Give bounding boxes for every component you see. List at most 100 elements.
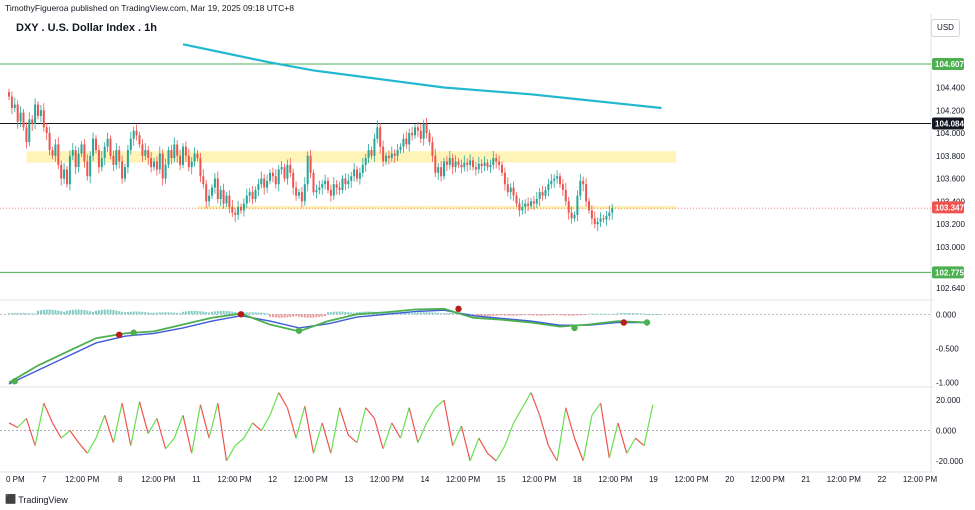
macd-histogram-bar — [213, 311, 216, 315]
macd-histogram-bar — [68, 310, 71, 315]
candle-body — [472, 160, 474, 168]
candle-body — [588, 201, 590, 211]
candle-body — [416, 127, 419, 131]
time-tick-label: 21 — [801, 475, 810, 484]
macd-histogram-bar — [86, 310, 89, 315]
macd-histogram-bar — [135, 311, 138, 315]
macd-histogram-bar — [231, 311, 234, 315]
oscillator-segment — [208, 403, 219, 439]
macd-histogram-bar — [89, 311, 92, 315]
macd-histogram-bar — [234, 312, 237, 315]
candle-body — [126, 150, 129, 168]
price-axis[interactable]: 104.400104.200104.000103.800103.600103.4… — [932, 57, 965, 466]
oscillator-segment — [252, 422, 262, 431]
time-tick-label: 12 — [268, 475, 277, 484]
candle-body — [83, 144, 86, 162]
macd-histogram-bar — [179, 313, 182, 315]
candle-body — [405, 138, 408, 145]
macd-histogram-bar — [596, 313, 599, 315]
macd-histogram-bar — [608, 313, 611, 315]
candle-body — [129, 138, 132, 151]
macd-histogram-bar — [544, 314, 547, 316]
macd-histogram-bar — [422, 312, 425, 315]
candle-body — [353, 169, 356, 177]
oscillator-segment — [138, 401, 149, 434]
oscillator-segment — [530, 392, 541, 416]
support-zone — [26, 151, 676, 163]
macd-histogram-bar — [585, 314, 588, 316]
price-tick-label: 104.400 — [936, 84, 965, 93]
macd-histogram-bar — [648, 314, 651, 316]
macd-histogram-bar — [63, 311, 66, 315]
candle-body — [611, 208, 614, 213]
macd-histogram-bar — [263, 312, 266, 315]
macd-histogram-bar — [614, 313, 617, 315]
time-tick-label: 12:00 PM — [598, 475, 633, 484]
candle-body — [524, 203, 527, 207]
candle-body — [341, 178, 344, 190]
currency-button[interactable]: USD — [931, 19, 960, 37]
candle-body — [271, 172, 274, 177]
macd-signal-line — [8, 309, 647, 385]
macd-histogram-bar — [385, 312, 387, 315]
candle-body — [213, 178, 216, 188]
macd-histogram-bar — [570, 314, 573, 316]
macd-histogram-bar — [208, 312, 211, 315]
macd-histogram-bar — [77, 309, 80, 315]
candle-body — [567, 201, 570, 213]
time-tick-label: 7 — [42, 475, 47, 484]
oscillator-segment — [112, 403, 123, 443]
candle-body — [596, 221, 599, 225]
candle-body — [590, 210, 593, 219]
oscillator-segment — [278, 392, 288, 409]
support-zones — [26, 151, 676, 210]
candle-body — [68, 155, 71, 185]
candle-body — [39, 110, 42, 116]
macd-histogram-bar — [617, 313, 619, 315]
macd-histogram-bar — [405, 312, 408, 315]
candle-body — [411, 133, 414, 136]
candle-body — [382, 146, 385, 162]
macd-histogram-bar — [657, 314, 660, 316]
candle-body — [173, 144, 176, 159]
candle-body — [483, 162, 486, 167]
oscillator-segment — [8, 422, 18, 429]
macd-histogram-bar — [222, 310, 225, 315]
macd-histogram-bar — [553, 314, 556, 316]
macd-histogram-bar — [129, 311, 132, 315]
candle-body — [408, 133, 411, 145]
candle-body — [460, 164, 463, 168]
macd-histogram-bar — [498, 314, 501, 316]
macd-histogram-bar — [103, 309, 106, 315]
macd-histogram-bar — [582, 314, 585, 316]
macd-histogram-bar — [486, 314, 489, 317]
candle-body — [425, 123, 428, 134]
candle-body — [222, 189, 225, 204]
oscillator-segment — [573, 437, 584, 462]
price-tick-label: 104.000 — [936, 129, 965, 138]
candle-body — [385, 155, 387, 162]
macd-histogram-bar — [402, 312, 405, 315]
candle-body — [283, 167, 286, 179]
macd-histogram-bar — [147, 312, 150, 315]
oscillator-segment — [339, 407, 349, 436]
macd-histogram-bar — [509, 314, 512, 316]
macd-histogram-bar — [344, 311, 347, 315]
macd-histogram-bar — [474, 314, 477, 317]
time-axis[interactable]: 0 PM 7 12:00 PM 8 12:00 PM 11 12:00 PM 12 12:00 … — [0, 471, 937, 484]
macd-histogram-bar — [121, 311, 124, 315]
macd-histogram-bar — [527, 314, 530, 316]
macd-histogram-bar — [443, 313, 445, 315]
macd-histogram-bar — [22, 312, 25, 315]
oscillator-segment — [391, 422, 402, 439]
macd-histogram-bar — [506, 314, 509, 316]
macd-histogram-bar — [295, 314, 298, 317]
oscillator-segment — [34, 403, 45, 446]
oscillator-segment — [356, 407, 367, 443]
candle-body — [240, 206, 242, 211]
time-tick-label: 19 — [649, 475, 658, 484]
price-tick-label: 104.200 — [936, 106, 965, 115]
macd-histogram-bar — [434, 312, 437, 315]
candle-body — [219, 189, 222, 200]
